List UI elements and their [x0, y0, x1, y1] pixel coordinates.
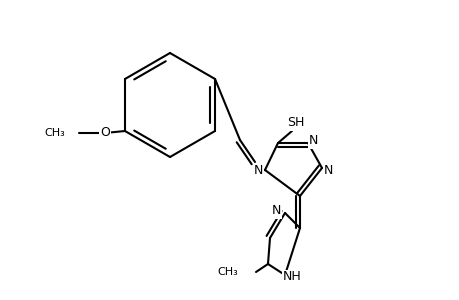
Text: N: N [323, 164, 333, 176]
Text: SH: SH [287, 116, 304, 130]
Text: CH₃: CH₃ [44, 128, 65, 138]
Text: N: N [308, 134, 318, 148]
Text: N: N [271, 205, 280, 218]
Text: O: O [100, 127, 110, 140]
Text: N: N [253, 167, 262, 181]
Text: NH: NH [282, 271, 301, 284]
Text: CH₃: CH₃ [217, 267, 237, 277]
Text: N: N [253, 164, 263, 176]
